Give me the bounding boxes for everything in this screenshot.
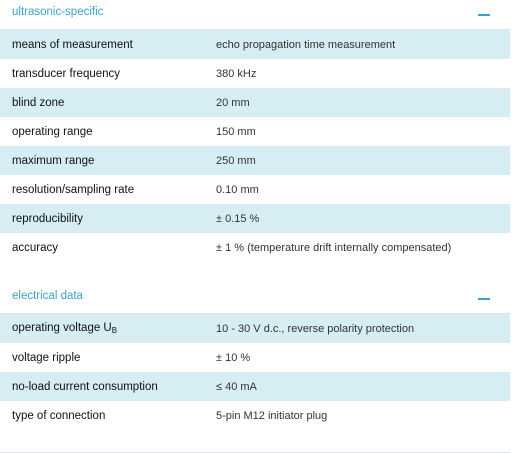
collapse-icon[interactable] [478,298,490,300]
row-label: operating range [12,125,93,138]
row-label: reproducibility [12,212,83,225]
row-label: no-load current consumption [12,380,158,393]
section-header[interactable]: ultrasonic-specific [0,0,510,30]
row-label: maximum range [12,154,95,167]
row-label: type of connection [12,409,106,422]
row-value: 5-pin M12 initiator plug [216,409,328,422]
row-label-text: operating voltage U [12,322,112,334]
row-value: echo propagation time measurement [216,38,396,51]
row-label: means of measurement [12,38,133,51]
row-label: accuracy [12,241,59,254]
section-spacer [0,262,532,284]
table-row: type of connection 5-pin M12 initiator p… [0,401,510,430]
table-row: maximum range 250 mm [0,146,510,175]
section-title: electrical data [12,290,83,302]
row-label-subscript: B [111,326,118,335]
row-value: 10 - 30 V d.c., reverse polarity protect… [216,322,415,335]
row-label: transducer frequency [12,67,121,80]
row-value: 20 mm [216,96,250,109]
table-row: means of measurement echo propagation ti… [0,30,510,59]
table-row: operating voltage UB 10 - 30 V d.c., rev… [0,314,510,343]
row-value: 0.10 mm [216,183,259,196]
collapse-icon[interactable] [478,14,490,16]
section-title: ultrasonic-specific [12,6,104,18]
table-row: blind zone 20 mm [0,88,510,117]
row-value: ± 10 % [216,351,251,364]
table-row: resolution/sampling rate 0.10 mm [0,175,510,204]
row-value: 380 kHz [216,67,257,80]
table-row: accuracy ± 1 % (temperature drift intern… [0,233,510,262]
row-value: ≤ 40 mA [216,380,257,393]
row-label: resolution/sampling rate [12,183,135,196]
section-electrical-data: electrical data operating voltage UB 10 … [0,284,510,430]
table-row: operating range 150 mm [0,117,510,146]
table-row: transducer frequency 380 kHz [0,59,510,88]
row-label: operating voltage UB [0,322,214,335]
row-value: ± 1 % (temperature drift internally comp… [216,241,452,254]
section-ultrasonic-specific: ultrasonic-specific means of measurement… [0,0,510,262]
row-label: blind zone [12,96,65,109]
table-row: voltage ripple ± 10 % [0,343,510,372]
section-spacer [0,430,532,452]
row-label: voltage ripple [12,351,81,364]
section-header[interactable]: electrical data [0,284,510,314]
table-row: reproducibility ± 0.15 % [0,204,510,233]
row-value: ± 0.15 % [216,212,260,225]
row-value: 150 mm [216,125,256,138]
row-value: 250 mm [216,154,256,167]
table-row: no-load current consumption ≤ 40 mA [0,372,510,401]
